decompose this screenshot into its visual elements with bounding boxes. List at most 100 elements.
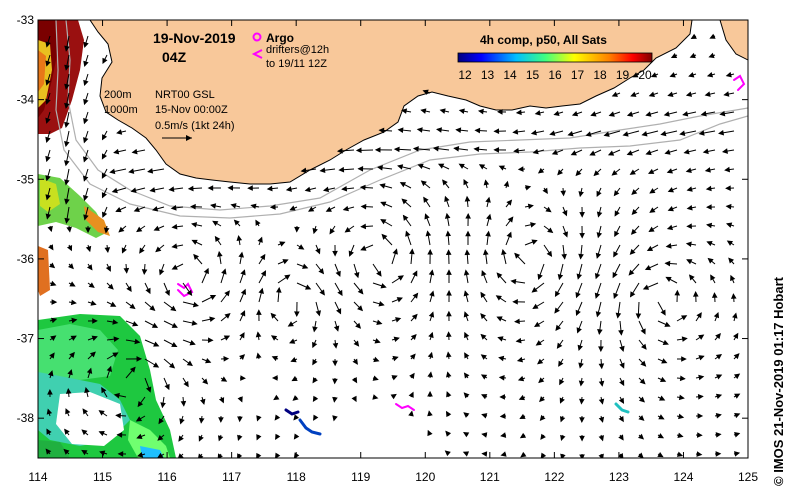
current-vector-head xyxy=(353,340,360,347)
current-vector-head xyxy=(661,358,668,364)
colorbar-title: 4h comp, p50, All Sats xyxy=(480,33,607,47)
current-vector-head xyxy=(291,375,298,382)
current-vector-head xyxy=(129,303,136,310)
current-vector-head xyxy=(64,141,70,148)
current-vector-head xyxy=(500,451,507,457)
current-vector-head xyxy=(45,60,51,67)
current-vector-head xyxy=(136,226,143,233)
current-vector-head xyxy=(193,253,200,260)
current-vector-head xyxy=(83,60,89,67)
current-vector-head xyxy=(515,109,522,116)
lon-tick-label: 114 xyxy=(28,470,47,484)
current-vector-head xyxy=(256,309,262,315)
current-vector-head xyxy=(525,185,532,191)
current-vector-head xyxy=(372,375,379,381)
current-vector-head xyxy=(113,392,120,399)
current-vector-head xyxy=(203,267,209,275)
current-vector-head xyxy=(579,398,585,405)
current-vector-head xyxy=(590,111,597,117)
current-vector-head xyxy=(660,130,667,137)
current-vector-head xyxy=(649,188,656,194)
current-vector-head xyxy=(560,453,566,458)
current-vector-head xyxy=(707,257,714,264)
current-vector-head xyxy=(332,396,338,403)
current-vector-head xyxy=(734,412,741,419)
drifter-tracks xyxy=(177,74,746,436)
current-vector-head xyxy=(596,211,603,218)
current-vector-head xyxy=(141,269,148,276)
current-vector-head xyxy=(702,148,709,155)
current-vector-head xyxy=(180,400,187,407)
current-vector-head xyxy=(446,269,452,275)
current-vector-head xyxy=(392,248,398,255)
current-vector-head xyxy=(571,110,579,117)
current-vector-head xyxy=(607,150,615,156)
current-vector-head xyxy=(444,195,450,203)
current-vector-head xyxy=(518,394,525,401)
current-vector-head xyxy=(147,168,154,174)
current-vector-head xyxy=(698,355,705,361)
current-vector-head xyxy=(240,288,247,296)
current-vector-head xyxy=(688,72,695,78)
current-vector-head xyxy=(517,375,525,382)
current-vector-head xyxy=(611,169,618,176)
current-vector-head xyxy=(678,394,685,401)
current-vector-head xyxy=(171,341,178,348)
current-vector-head xyxy=(446,310,452,317)
current-vector-head xyxy=(480,333,487,340)
current-vector-head xyxy=(478,164,486,170)
current-vector-head xyxy=(186,360,193,367)
current-vector-head xyxy=(380,201,387,207)
current-vector-head xyxy=(715,393,723,400)
lon-tick-label: 117 xyxy=(222,470,241,484)
current-vector-head xyxy=(153,341,160,347)
current-vector-head xyxy=(66,226,72,233)
current-vector-head xyxy=(437,163,445,169)
current-vector-head xyxy=(83,98,89,106)
current-vector-head xyxy=(189,340,196,346)
current-vector-head xyxy=(411,313,418,320)
depth-contours xyxy=(55,20,748,219)
current-vector-head xyxy=(578,380,585,387)
current-vector-head xyxy=(559,378,565,386)
current-vector-head xyxy=(670,52,678,59)
current-vector-head xyxy=(290,357,297,363)
current-vector-head xyxy=(453,146,460,152)
current-vector-head xyxy=(539,414,546,421)
time-title: 04Z xyxy=(162,49,187,65)
current-vector-head xyxy=(50,280,57,287)
current-vector-head xyxy=(157,452,164,458)
current-vector-head xyxy=(224,290,230,297)
current-vector-head xyxy=(425,230,432,237)
current-vector-head xyxy=(266,185,273,192)
current-vector-head xyxy=(589,150,596,156)
current-vector-head xyxy=(500,432,507,438)
current-vector-head xyxy=(698,130,705,136)
current-vector-head xyxy=(596,232,603,239)
current-vector-head xyxy=(217,250,223,257)
current-vector-head xyxy=(393,336,400,343)
current-vector-head xyxy=(458,108,465,115)
current-vector-head xyxy=(481,413,488,419)
current-vector-head xyxy=(315,310,322,317)
current-vector-head xyxy=(639,378,646,385)
current-vector-head xyxy=(115,412,121,419)
current-vector-head xyxy=(579,417,585,423)
current-vector-head xyxy=(507,216,514,223)
current-vector-head xyxy=(392,355,399,362)
current-vector-head xyxy=(629,248,636,255)
current-vector-head xyxy=(397,275,404,281)
current-vector-head xyxy=(351,377,358,384)
current-vector-head xyxy=(598,416,605,423)
current-vector-head xyxy=(534,110,541,116)
current-vector-head xyxy=(171,264,178,270)
lat-tick-label: -35 xyxy=(17,172,35,186)
current-vector-head xyxy=(51,299,58,305)
current-vector-head xyxy=(715,412,722,419)
current-vector-head xyxy=(257,236,263,243)
current-vector-head xyxy=(657,433,665,439)
current-vector-head xyxy=(618,434,624,441)
current-vector-head xyxy=(428,331,434,339)
current-vector-head xyxy=(101,192,107,199)
current-vector-head xyxy=(70,299,77,306)
